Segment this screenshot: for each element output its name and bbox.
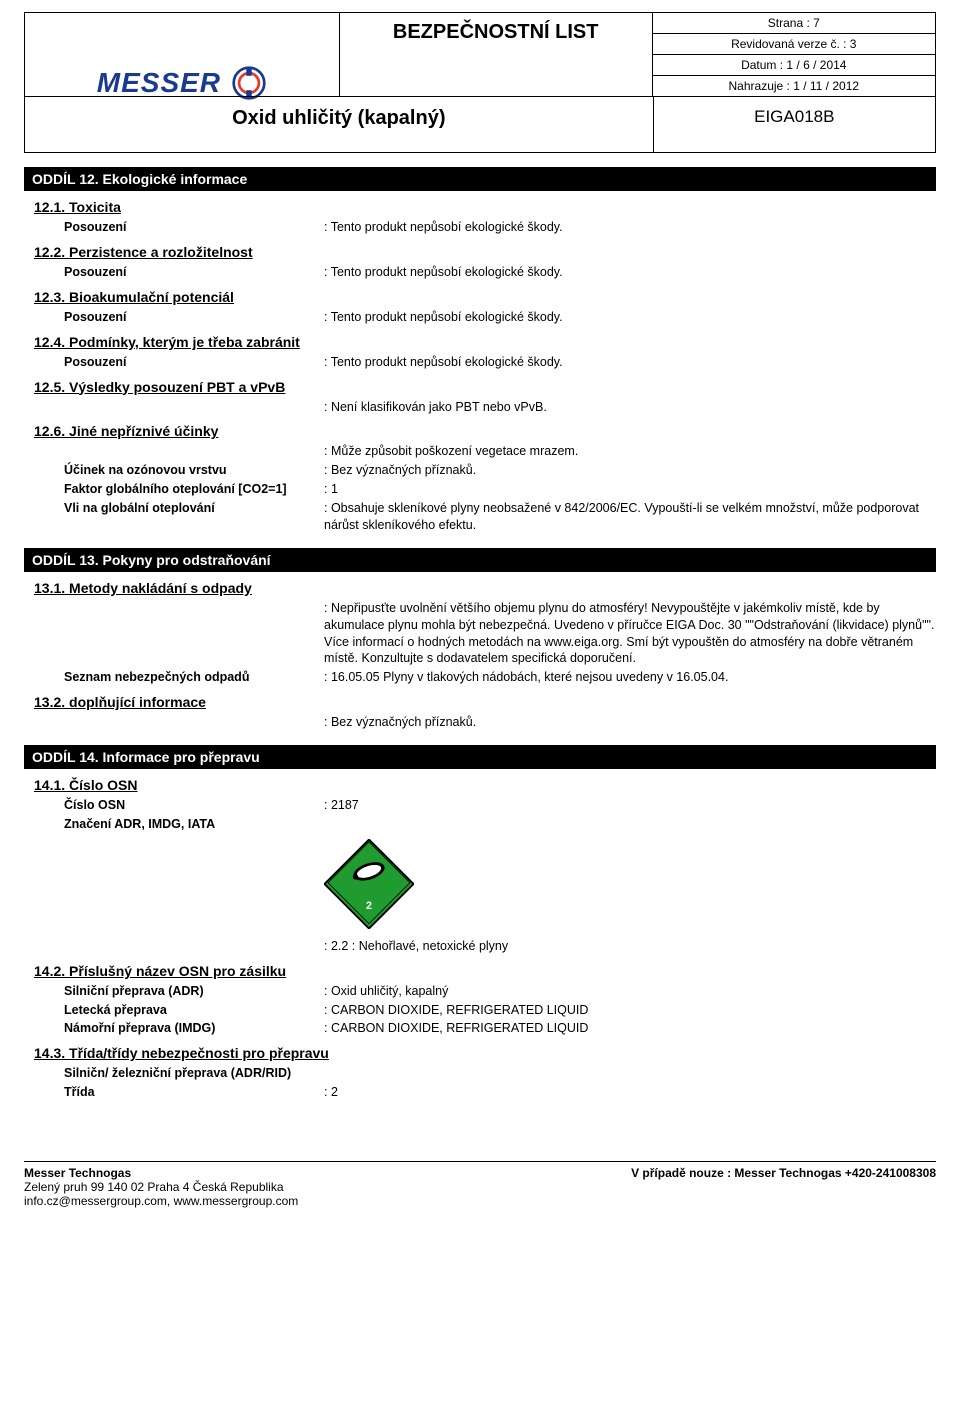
label: Třída (64, 1084, 324, 1101)
meta-replaces: Nahrazuje : 1 / 11 / 2012 (653, 76, 935, 96)
doc-title: BEZPEČNOSTNÍ LIST (339, 13, 653, 96)
value: Bez význačných příznaků. (324, 714, 936, 731)
meta-revision: Revidovaná verze č. : 3 (653, 34, 935, 55)
section-12-header: ODDÍL 12. Ekologické informace (24, 167, 936, 191)
value: Může způsobit poškození vegetace mrazem. (324, 443, 936, 460)
row-14-3-class: Třída 2 (64, 1084, 936, 1101)
meta-date: Datum : 1 / 6 / 2014 (653, 55, 935, 76)
row-13-1-text: Nepřipusťte uvolnění většího objemu plyn… (324, 600, 936, 668)
value: Tento produkt nepůsobí ekologické škody. (324, 219, 936, 236)
footer-company: Messer Technogas (24, 1166, 298, 1180)
value: 2.2 : Nehořlavé, netoxické plyny (324, 938, 936, 955)
row-12-6-gwp: Faktor globálního oteplování [CO2=1] 1 (64, 481, 936, 498)
row-14-2-sea: Námořní přeprava (IMDG) CARBON DIOXIDE, … (64, 1020, 936, 1037)
value: Obsahuje skleníkové plyny neobsažené v 8… (324, 500, 936, 534)
subheading-13-2: 13.2. doplňující informace (34, 694, 936, 710)
value: Nepřipusťte uvolnění většího objemu plyn… (324, 600, 936, 668)
label: Faktor globálního oteplování [CO2=1] (64, 481, 324, 498)
hazard-placard-icon: 2 (324, 839, 936, 932)
label: Posouzení (64, 354, 324, 371)
row-12-2: Posouzení Tento produkt nepůsobí ekologi… (64, 264, 936, 281)
value: Tento produkt nepůsobí ekologické škody. (324, 309, 936, 326)
row-12-6-ozone: Účinek na ozónovou vrstvu Bez význačných… (64, 462, 936, 479)
subheading-12-1: 12.1. Toxicita (34, 199, 936, 215)
product-code: EIGA018B (653, 96, 935, 152)
label: Námořní přeprava (IMDG) (64, 1020, 324, 1037)
value: 2 (324, 1084, 936, 1101)
value: Bez význačných příznaků. (324, 462, 936, 479)
subheading-14-3: 14.3. Třída/třídy nebezpečnosti pro přep… (34, 1045, 936, 1061)
footer-emergency: V případě nouze : Messer Technogas +420-… (631, 1166, 936, 1208)
meta-column: Strana : 7 Revidovaná verze č. : 3 Datum… (653, 13, 935, 96)
label: Číslo OSN (64, 797, 324, 814)
footer-address: Zelený pruh 99 140 02 Praha 4 Česká Repu… (24, 1180, 298, 1194)
row-12-6-vli: Vli na globální oteplování Obsahuje skle… (64, 500, 936, 534)
svg-text:2: 2 (366, 900, 372, 912)
row-13-2: Bez význačných příznaků. (324, 714, 936, 731)
value: Není klasifikován jako PBT nebo vPvB. (324, 399, 936, 416)
row-14-2-road: Silniční přeprava (ADR) Oxid uhličitý, k… (64, 983, 936, 1000)
row-14-1-un: Číslo OSN 2187 (64, 797, 936, 814)
row-12-5: Není klasifikován jako PBT nebo vPvB. (324, 399, 936, 416)
page-footer: Messer Technogas Zelený pruh 99 140 02 P… (24, 1161, 936, 1208)
value: Tento produkt nepůsobí ekologické škody. (324, 354, 936, 371)
subheading-12-2: 12.2. Perzistence a rozložitelnost (34, 244, 936, 260)
brand-name: MESSER (97, 67, 221, 99)
subheading-13-1: 13.1. Metody nakládání s odpady (34, 580, 936, 596)
row-13-1-waste: Seznam nebezpečných odpadů 16.05.05 Plyn… (64, 669, 936, 686)
label: Silničn/ železniční přeprava (ADR/RID) (64, 1065, 324, 1082)
subheading-14-2: 14.2. Příslušný název OSN pro zásilku (34, 963, 936, 979)
row-14-1-adr: Značení ADR, IMDG, IATA . (64, 816, 936, 833)
section-14-header: ODDÍL 14. Informace pro přepravu (24, 745, 936, 769)
footer-contact: info.cz@messergroup.com, www.messergroup… (24, 1194, 298, 1208)
section-13-header: ODDÍL 13. Pokyny pro odstraňování (24, 548, 936, 572)
subheading-12-6: 12.6. Jiné nepříznivé účinky (34, 423, 936, 439)
subheading-12-5: 12.5. Výsledky posouzení PBT a vPvB (34, 379, 936, 395)
row-14-2-air: Letecká přeprava CARBON DIOXIDE, REFRIGE… (64, 1002, 936, 1019)
meta-page: Strana : 7 (653, 13, 935, 34)
subheading-12-4: 12.4. Podmínky, kterým je třeba zabránit (34, 334, 936, 350)
label: Značení ADR, IMDG, IATA (64, 816, 324, 833)
row-12-4: Posouzení Tento produkt nepůsobí ekologi… (64, 354, 936, 371)
document-header: MESSER BEZPEČNOSTNÍ LIST Strana : 7 Revi… (24, 12, 936, 153)
row-12-3: Posouzení Tento produkt nepůsobí ekologi… (64, 309, 936, 326)
value: Oxid uhličitý, kapalný (324, 983, 936, 1000)
value: 1 (324, 481, 936, 498)
label: Silniční přeprava (ADR) (64, 983, 324, 1000)
subheading-14-1: 14.1. Číslo OSN (34, 777, 936, 793)
value: 2187 (324, 797, 936, 814)
label: Seznam nebezpečných odpadů (64, 669, 324, 686)
label: Vli na globální oteplování (64, 500, 324, 534)
row-12-6-intro: Může způsobit poškození vegetace mrazem. (324, 443, 936, 460)
row-12-1: Posouzení Tento produkt nepůsobí ekologi… (64, 219, 936, 236)
label: Posouzení (64, 219, 324, 236)
row-14-3-rail: Silničn/ železniční přeprava (ADR/RID) . (64, 1065, 936, 1082)
value: Tento produkt nepůsobí ekologické škody. (324, 264, 936, 281)
footer-left: Messer Technogas Zelený pruh 99 140 02 P… (24, 1166, 298, 1208)
label: Letecká přeprava (64, 1002, 324, 1019)
value: CARBON DIOXIDE, REFRIGERATED LIQUID (324, 1020, 936, 1037)
label: Posouzení (64, 309, 324, 326)
subheading-12-3: 12.3. Bioakumulační potenciál (34, 289, 936, 305)
label: Účinek na ozónovou vrstvu (64, 462, 324, 479)
product-name: Oxid uhličitý (kapalný) (25, 96, 653, 152)
value: 16.05.05 Plyny v tlakových nádobách, kte… (324, 669, 936, 686)
label: Posouzení (64, 264, 324, 281)
row-14-1-placard: 2.2 : Nehořlavé, netoxické plyny (324, 938, 936, 955)
value: CARBON DIOXIDE, REFRIGERATED LIQUID (324, 1002, 936, 1019)
